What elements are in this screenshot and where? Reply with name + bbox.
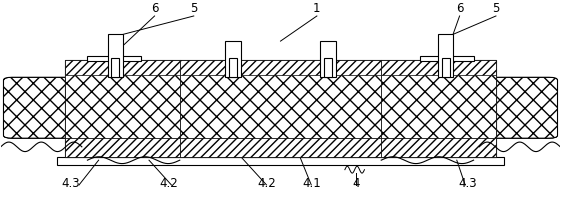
FancyBboxPatch shape bbox=[462, 77, 558, 138]
Text: 1: 1 bbox=[313, 2, 321, 15]
Text: 6: 6 bbox=[151, 2, 158, 15]
Polygon shape bbox=[180, 75, 381, 138]
Polygon shape bbox=[442, 58, 449, 77]
Polygon shape bbox=[324, 58, 332, 77]
Polygon shape bbox=[381, 60, 496, 157]
Polygon shape bbox=[65, 60, 180, 157]
Polygon shape bbox=[57, 157, 504, 165]
Polygon shape bbox=[180, 60, 381, 157]
Polygon shape bbox=[65, 75, 180, 138]
Polygon shape bbox=[438, 34, 453, 77]
Polygon shape bbox=[420, 56, 473, 61]
Text: 4.1: 4.1 bbox=[302, 177, 321, 190]
Polygon shape bbox=[65, 60, 180, 77]
FancyBboxPatch shape bbox=[3, 77, 99, 138]
Polygon shape bbox=[381, 75, 496, 138]
Polygon shape bbox=[180, 60, 381, 77]
Polygon shape bbox=[88, 56, 141, 61]
Polygon shape bbox=[108, 34, 123, 77]
Polygon shape bbox=[320, 41, 336, 77]
Polygon shape bbox=[180, 138, 381, 157]
Polygon shape bbox=[229, 58, 237, 77]
Polygon shape bbox=[381, 138, 496, 157]
Polygon shape bbox=[381, 60, 496, 77]
Polygon shape bbox=[225, 41, 241, 77]
Polygon shape bbox=[112, 58, 119, 77]
Text: 4.3: 4.3 bbox=[459, 177, 477, 190]
Text: 4.2: 4.2 bbox=[257, 177, 276, 190]
Text: 4.2: 4.2 bbox=[159, 177, 178, 190]
Text: 5: 5 bbox=[190, 2, 197, 15]
Text: 4.3: 4.3 bbox=[61, 177, 80, 190]
Text: 6: 6 bbox=[456, 2, 463, 15]
Text: 4: 4 bbox=[352, 177, 360, 190]
Polygon shape bbox=[65, 138, 180, 157]
Text: 5: 5 bbox=[492, 2, 500, 15]
